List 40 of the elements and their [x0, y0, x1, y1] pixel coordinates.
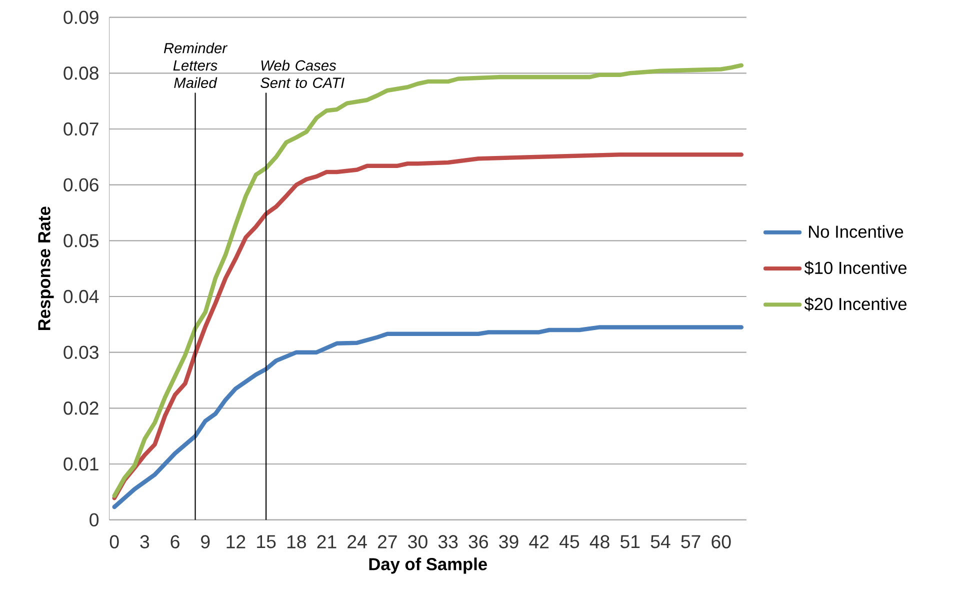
y-tick-label: 0.01 — [64, 457, 98, 471]
x-tick-label: 48 — [590, 535, 610, 549]
x-tick-label: 15 — [257, 535, 276, 548]
legend-label: No Incentive — [809, 225, 904, 238]
y-tick-label: 0.09 — [64, 10, 98, 24]
line-series — [112, 325, 744, 510]
x-tick-label: 30 — [408, 535, 428, 549]
x-tick-label: 45 — [559, 535, 580, 548]
x-tick-label: 42 — [529, 535, 549, 548]
x-tick-label: 57 — [681, 535, 700, 548]
legend-label: $10 Incentive — [804, 261, 906, 276]
x-axis-title: Day of Sample — [369, 558, 487, 574]
x-tick-label: 6 — [170, 535, 180, 549]
x-tick-label: 21 — [317, 535, 336, 548]
x-tick-label: 51 — [620, 535, 640, 548]
y-tick-label: 0 — [90, 513, 99, 527]
x-tick-label: 33 — [438, 535, 458, 549]
x-tick-label: 39 — [499, 535, 518, 549]
y-tick-label: 0.07 — [64, 122, 98, 136]
line-series — [112, 152, 744, 500]
x-tick-label: 36 — [468, 535, 488, 549]
y-tick-label: 0.05 — [64, 234, 98, 248]
x-tick-label: 27 — [378, 535, 397, 548]
x-tick-label: 18 — [287, 535, 306, 549]
x-tick-label: 54 — [650, 535, 670, 548]
x-tick-label: 60 — [712, 535, 731, 549]
x-tick-label: 0 — [110, 535, 119, 549]
y-axis-title: Response Rate — [38, 206, 54, 330]
x-tick-label: 3 — [140, 535, 150, 549]
legend-label: $20 Incentive — [804, 297, 906, 312]
y-tick-label: 0.02 — [64, 402, 98, 415]
x-tick-label: 9 — [201, 535, 210, 549]
ref-line-label: Reminder Letters Mailed — [164, 42, 228, 88]
ref-line-label: Web Cases Sent to CATI — [260, 60, 344, 88]
y-tick-label: 0.08 — [64, 66, 98, 80]
x-tick-label: 24 — [348, 535, 367, 548]
y-tick-label: 0.06 — [64, 178, 98, 192]
y-tick-label: 0.03 — [64, 346, 98, 360]
x-tick-label: 12 — [226, 535, 246, 548]
y-tick-label: 0.04 — [64, 290, 99, 304]
